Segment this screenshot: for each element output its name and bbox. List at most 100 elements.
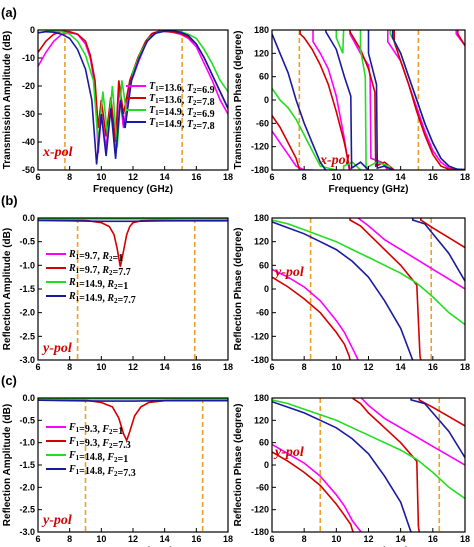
legend-entry-2: R1=9.7, R2=7.7: [68, 263, 131, 278]
legend-subscript: 1: [155, 85, 159, 93]
legend-text-part: F: [101, 424, 109, 435]
y-axis-label: Reflection Phase (degree): [233, 404, 244, 527]
series-line-1: [272, 218, 465, 360]
x-tick-label: 16: [428, 534, 438, 544]
x-tick-label: 16: [428, 362, 438, 372]
y-tick-label: 0: [264, 284, 269, 294]
x-tick-label: 8: [302, 534, 307, 544]
series-line-4: [38, 30, 228, 165]
legend-subscript: 1: [155, 97, 159, 105]
x-tick-label: 12: [128, 362, 138, 372]
x-tick-label: 6: [35, 534, 40, 544]
series-line-4: [272, 30, 465, 170]
legend-text-part: R: [101, 265, 109, 276]
panel-label-2: (c): [1, 373, 17, 388]
series-line-2: [272, 398, 465, 532]
legend-subscript: 1: [76, 426, 80, 434]
legend-text-part: T: [149, 93, 156, 104]
y-tick-label: -20: [22, 81, 35, 91]
legend-text-part: F: [68, 436, 76, 447]
legend-subscript: 1: [76, 253, 80, 261]
series-line-3: [272, 399, 465, 500]
x-tick-label: 18: [223, 172, 233, 182]
legend-text-part: =1: [118, 281, 129, 292]
legend-text-part: =14.9,: [159, 119, 187, 130]
plot-frame: [271, 397, 466, 533]
x-tick-label: 8: [302, 362, 307, 372]
legend-subscript: 2: [109, 442, 113, 450]
legend-entry-1: F1=9.3, F2=1: [68, 422, 123, 437]
x-tick-label: 18: [223, 362, 233, 372]
series-group: [272, 218, 465, 360]
legend-subscript: 2: [114, 297, 118, 305]
series-line-1: [272, 398, 465, 532]
pol-label: x-pol: [319, 153, 350, 168]
x-tick-label: 14: [160, 362, 170, 372]
legend-text-part: =7.8: [196, 97, 214, 108]
y-tick-label: 120: [254, 415, 269, 425]
legend-text-part: F: [68, 450, 76, 461]
x-tick-label: 12: [363, 362, 373, 372]
legend-subscript: 2: [193, 87, 197, 95]
legend-text-part: =9.3,: [79, 424, 102, 435]
y-tick-label: -3.0: [19, 527, 35, 537]
y-tick-label: -1.0: [19, 260, 35, 270]
y-tick-label: -1.5: [19, 460, 35, 470]
legend-entry-2: T1=13.6, T2=7.8: [149, 93, 215, 108]
series-line-3: [272, 219, 465, 326]
legend-subscript: 1: [76, 295, 80, 303]
series-line-3: [38, 30, 228, 148]
x-tick-label: 10: [331, 362, 341, 372]
legend-text-part: =9.7,: [79, 251, 102, 262]
y-tick-label: 0: [30, 25, 35, 35]
y-tick-label: 0.0: [22, 393, 35, 403]
legend-text-part: =6.9: [196, 85, 214, 96]
y-tick-label: -180: [251, 355, 269, 365]
legend-subscript: 2: [109, 428, 113, 436]
x-tick-label: 6: [269, 172, 274, 182]
y-tick-label: 0.0: [22, 213, 35, 223]
pol-label: y-pol: [41, 513, 72, 528]
y-tick-label: 60: [259, 72, 269, 82]
panel-c-left: 681012141618-3.0-2.5-2.0-1.5-1.0-0.50.0F…: [2, 393, 233, 547]
y-axis-label: Reflection Phase (degree): [233, 228, 244, 351]
x-tick-label: 14: [160, 172, 170, 182]
x-tick-label: 14: [396, 362, 406, 372]
y-tick-label: -1.5: [19, 284, 35, 294]
legend-text-part: T: [149, 81, 156, 92]
x-tick-label: 8: [67, 534, 72, 544]
y-tick-label: -2.0: [19, 482, 35, 492]
series-group: [38, 30, 228, 165]
y-tick-label: -120: [251, 505, 269, 515]
y-tick-label: -10: [22, 53, 35, 63]
legend-subscript: 1: [76, 468, 80, 476]
legend-subscript: 1: [155, 121, 159, 129]
legend-entry-4: F1=14.8, F2=7.3: [68, 464, 136, 479]
legend-subscript: 1: [155, 109, 159, 117]
legend-entry-4: T1=14.9, T2=7.8: [149, 117, 215, 132]
series-line-3: [38, 218, 228, 221]
legend-text-part: F: [101, 438, 109, 449]
y-tick-label: -60: [256, 118, 269, 128]
legend-text-part: R: [68, 291, 76, 302]
x-tick-label: 16: [191, 172, 201, 182]
legend-subscript: 2: [109, 269, 113, 277]
series-line-3: [272, 30, 465, 170]
series-line-4: [272, 218, 465, 360]
legend-subscript: 1: [76, 454, 80, 462]
x-tick-label: 8: [67, 172, 72, 182]
x-tick-label: 12: [363, 172, 373, 182]
y-tick-label: -120: [251, 331, 269, 341]
series-group: [272, 30, 465, 170]
legend-text-part: =7.8: [196, 121, 214, 132]
legend-text-part: =9.3,: [79, 438, 102, 449]
x-tick-label: 12: [363, 534, 373, 544]
legend-text-part: =14.8,: [79, 452, 107, 463]
x-tick-label: 18: [223, 534, 233, 544]
legend-text-part: R: [68, 263, 76, 274]
x-tick-label: 6: [269, 362, 274, 372]
y-axis-label: Transmission Amplitude (dB): [2, 31, 13, 170]
legend-text-part: =14.9,: [159, 107, 187, 118]
legend-text-part: R: [68, 249, 76, 260]
series-line-4: [38, 399, 228, 402]
